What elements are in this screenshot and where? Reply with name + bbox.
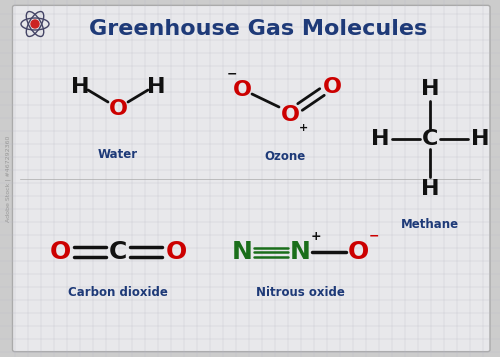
Text: +: + xyxy=(298,123,308,133)
Text: H: H xyxy=(471,129,489,149)
Text: −: − xyxy=(369,230,380,242)
Text: O: O xyxy=(232,80,252,100)
Text: Adobe Stock | #467292360: Adobe Stock | #467292360 xyxy=(5,136,11,222)
Text: N: N xyxy=(232,240,252,264)
Text: +: + xyxy=(310,230,322,242)
Text: H: H xyxy=(371,129,389,149)
Text: Nitrous oxide: Nitrous oxide xyxy=(256,286,344,298)
Circle shape xyxy=(31,20,39,28)
Text: O: O xyxy=(50,240,70,264)
Text: H: H xyxy=(421,79,440,99)
Text: Greenhouse Gas Molecules: Greenhouse Gas Molecules xyxy=(89,19,427,39)
Text: C: C xyxy=(422,129,438,149)
Text: H: H xyxy=(71,77,89,97)
Text: H: H xyxy=(421,179,440,199)
Text: −: − xyxy=(227,67,237,80)
Text: H: H xyxy=(147,77,165,97)
Text: Carbon dioxide: Carbon dioxide xyxy=(68,286,168,298)
Text: O: O xyxy=(108,99,128,119)
Text: O: O xyxy=(280,105,299,125)
Text: Methane: Methane xyxy=(401,217,459,231)
Text: C: C xyxy=(109,240,127,264)
Text: Ozone: Ozone xyxy=(264,151,306,164)
Text: O: O xyxy=(348,240,368,264)
Text: N: N xyxy=(290,240,310,264)
Text: O: O xyxy=(166,240,186,264)
Text: Water: Water xyxy=(98,147,138,161)
Text: O: O xyxy=(322,77,342,97)
